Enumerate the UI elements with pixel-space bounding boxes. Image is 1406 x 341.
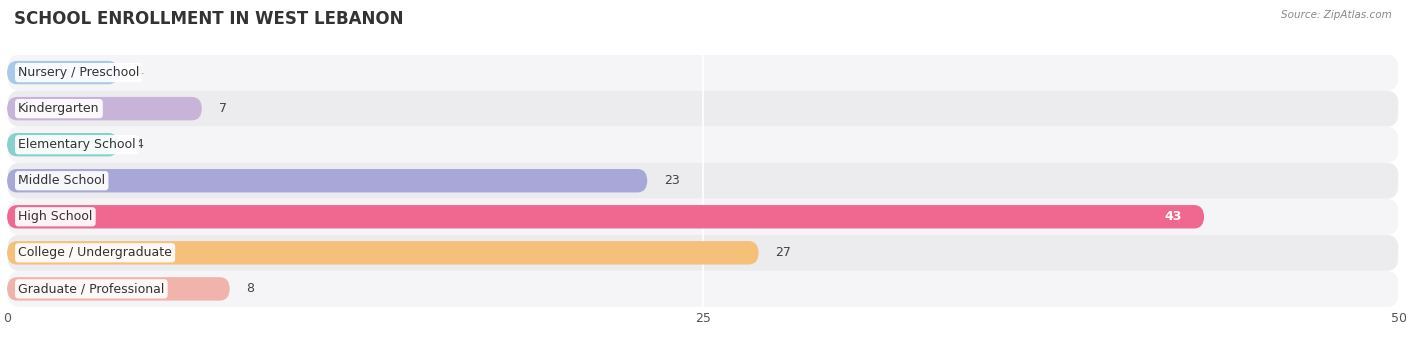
Text: 4: 4 (135, 66, 143, 79)
Text: 23: 23 (664, 174, 679, 187)
FancyBboxPatch shape (7, 241, 759, 265)
Text: Elementary School: Elementary School (18, 138, 136, 151)
FancyBboxPatch shape (7, 205, 1204, 228)
FancyBboxPatch shape (7, 97, 202, 120)
FancyBboxPatch shape (7, 235, 1399, 271)
Text: 43: 43 (1164, 210, 1182, 223)
FancyBboxPatch shape (7, 55, 1399, 91)
Text: 8: 8 (246, 282, 254, 295)
Text: Source: ZipAtlas.com: Source: ZipAtlas.com (1281, 10, 1392, 20)
FancyBboxPatch shape (7, 163, 1399, 199)
FancyBboxPatch shape (7, 127, 1399, 163)
Text: High School: High School (18, 210, 93, 223)
FancyBboxPatch shape (7, 199, 1399, 235)
FancyBboxPatch shape (7, 133, 118, 157)
Text: SCHOOL ENROLLMENT IN WEST LEBANON: SCHOOL ENROLLMENT IN WEST LEBANON (14, 10, 404, 28)
Text: 27: 27 (775, 246, 792, 259)
FancyBboxPatch shape (7, 277, 229, 301)
Text: College / Undergraduate: College / Undergraduate (18, 246, 172, 259)
FancyBboxPatch shape (7, 271, 1399, 307)
Text: 7: 7 (218, 102, 226, 115)
FancyBboxPatch shape (7, 91, 1399, 127)
FancyBboxPatch shape (7, 169, 647, 192)
Text: Graduate / Professional: Graduate / Professional (18, 282, 165, 295)
FancyBboxPatch shape (7, 61, 118, 84)
Text: Kindergarten: Kindergarten (18, 102, 100, 115)
Text: 4: 4 (135, 138, 143, 151)
Text: Nursery / Preschool: Nursery / Preschool (18, 66, 139, 79)
Text: Middle School: Middle School (18, 174, 105, 187)
